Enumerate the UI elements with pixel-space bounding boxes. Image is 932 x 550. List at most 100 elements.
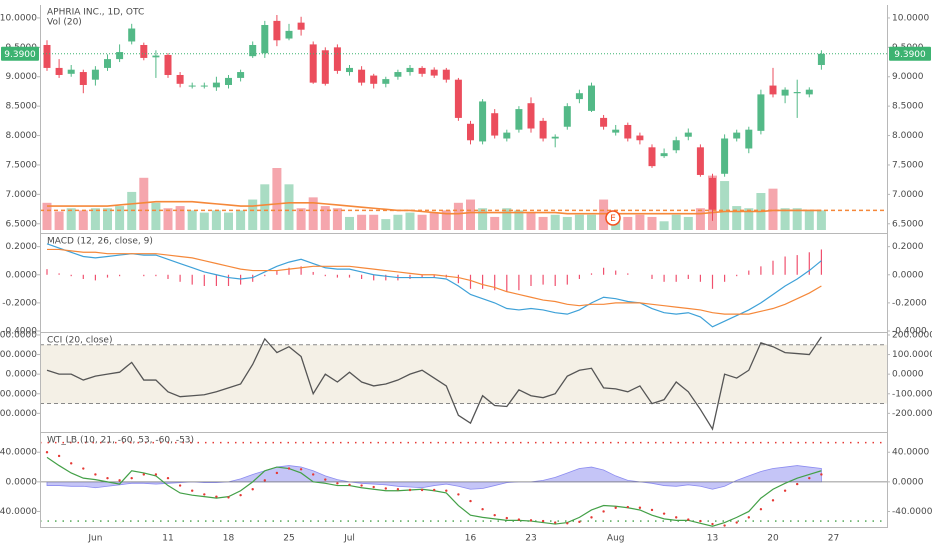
candle-body — [67, 69, 75, 74]
candle-body — [769, 85, 777, 95]
volume-bar — [369, 214, 379, 230]
candle-body — [454, 79, 462, 118]
y-tick-label: 0.2000 — [6, 242, 38, 252]
volume-bar — [780, 208, 790, 230]
wt-dot — [457, 493, 460, 496]
wt-dot — [662, 512, 666, 515]
earnings-marker[interactable]: E — [605, 210, 621, 226]
wt-dot — [687, 518, 690, 521]
earnings-circle[interactable] — [605, 210, 621, 226]
wt-dot — [45, 451, 49, 454]
y-tick-label: -40.0000 — [0, 507, 37, 517]
y-tick-label: 10.0000 — [0, 13, 37, 23]
volume-bar — [357, 214, 367, 230]
volume-bar — [720, 181, 730, 230]
volume-bar — [695, 208, 705, 230]
indicator-line — [46, 336, 822, 431]
candle-body — [721, 138, 729, 174]
candle-body — [285, 30, 293, 39]
candle-body — [563, 106, 571, 127]
candle-body — [55, 67, 63, 75]
y-tick-label: 100.0000 — [892, 350, 932, 360]
y-tick-label: 100.0000 — [0, 350, 37, 360]
volume-bar — [816, 210, 826, 230]
wt-dot — [396, 488, 400, 491]
y-tick-label: 7.0000 — [6, 190, 38, 200]
volume-bar — [732, 206, 742, 230]
wt-dot — [759, 508, 763, 511]
candle-body — [757, 94, 765, 131]
volume-bar — [538, 216, 548, 230]
volume-bar — [599, 199, 609, 230]
candle-body — [515, 109, 523, 130]
candle-body — [188, 85, 196, 87]
wt-dot — [360, 484, 363, 487]
y-tick-label: 6.5000 — [892, 219, 924, 229]
y-tick-label: 0.0000 — [892, 270, 924, 280]
wt-dot — [541, 519, 545, 523]
candle-body — [91, 69, 99, 80]
candle-body — [733, 132, 741, 139]
volume-bar — [635, 214, 645, 230]
wt-dot — [493, 513, 496, 517]
volume-bar — [320, 206, 330, 230]
candle-body — [309, 44, 317, 83]
volume-bar — [441, 210, 451, 230]
volume-bar — [248, 199, 258, 230]
volume-bar — [562, 216, 572, 230]
y-tick-label: 0.0000 — [6, 370, 38, 380]
candle-body — [612, 129, 620, 133]
last-price-label: 9.3900 — [894, 50, 926, 60]
y-tick-label: -100.0000 — [892, 389, 932, 399]
x-tick-label: 18 — [223, 534, 235, 544]
volume-bar — [345, 216, 354, 230]
earnings-label[interactable]: E — [610, 214, 616, 224]
candle-body — [745, 129, 753, 149]
panel-title: APHRIA INC., 1D, OTC — [47, 8, 144, 18]
wt-dot — [348, 483, 351, 487]
y-tick-label: -200.0000 — [0, 409, 37, 419]
y-tick-label: 7.5000 — [6, 160, 38, 170]
candle-body — [212, 82, 220, 88]
volume-bar — [792, 208, 802, 230]
volume-bar — [659, 221, 669, 230]
volume-bar — [683, 216, 693, 230]
y-tick-label: 7.0000 — [892, 190, 924, 200]
wt-dot — [203, 493, 206, 496]
candle-body — [152, 55, 160, 58]
candle-body — [116, 52, 124, 60]
candle-body — [370, 75, 378, 84]
wt-dot — [433, 488, 436, 492]
volume-bar — [526, 212, 536, 230]
volume-bar — [490, 216, 500, 230]
wt-dot — [336, 482, 339, 485]
volume-bar — [478, 208, 488, 230]
wt-dot — [783, 489, 787, 492]
wt-dot — [481, 508, 484, 511]
wt-histogram-area — [46, 465, 822, 490]
wt-dot — [420, 488, 424, 492]
candle-body — [588, 85, 595, 111]
band-fill — [40, 344, 887, 404]
candle-body — [503, 132, 511, 139]
wt-dot — [263, 479, 266, 482]
volume-bar — [587, 214, 596, 230]
x-tick-label: 27 — [828, 534, 839, 544]
panel-title: CCI (20, close) — [47, 336, 112, 346]
candle-body — [467, 123, 474, 141]
wt-dot — [118, 479, 121, 482]
wt-dot — [372, 485, 375, 489]
candle-body — [491, 113, 499, 136]
candle-body — [648, 147, 656, 167]
macd-line — [47, 248, 822, 315]
wt-dot — [142, 473, 145, 476]
wt-dot — [505, 516, 508, 520]
candle-body — [358, 69, 366, 83]
wt-dot — [529, 519, 533, 522]
wt-dot — [324, 478, 327, 481]
wt-dot — [554, 521, 557, 524]
last-price-badge — [1, 46, 39, 61]
wt-dot — [57, 454, 61, 458]
